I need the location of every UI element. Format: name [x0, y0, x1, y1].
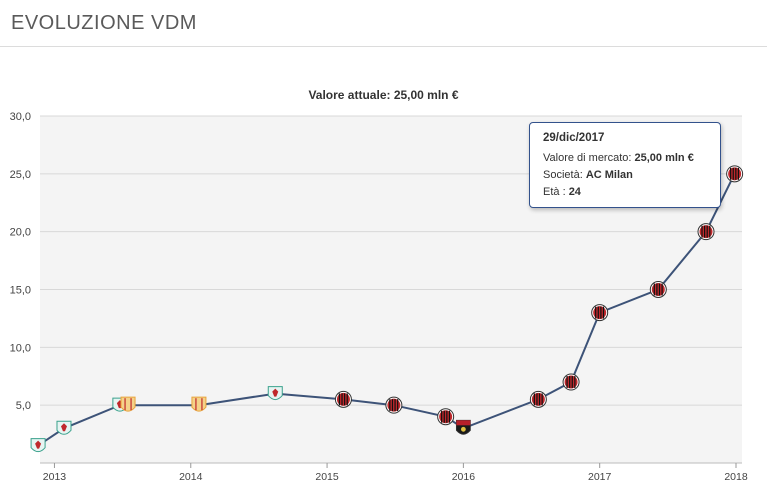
data-point-milan-crest[interactable]: [334, 390, 352, 408]
y-tick-label: 30,0: [10, 111, 31, 123]
x-tick-label: 2016: [452, 471, 476, 483]
data-point-milan-crest[interactable]: [726, 165, 744, 183]
x-tick-label: 2013: [43, 471, 67, 483]
data-point-milan-crest[interactable]: [697, 223, 715, 241]
data-point-milan-crest[interactable]: [385, 396, 403, 414]
x-tick-label: 2017: [588, 471, 612, 483]
tooltip-market-value-row: Valore di mercato: 25,00 mln €: [543, 152, 694, 164]
tooltip-age-row: Età : 24: [543, 186, 581, 198]
data-point-liverpool-crest[interactable]: [56, 420, 72, 435]
data-point-tooltip: 29/dic/2017 Valore di mercato: 25,00 mln…: [529, 122, 721, 208]
y-tick-label: 20,0: [10, 227, 31, 239]
data-point-milan-crest[interactable]: [649, 281, 667, 298]
y-tick-label: 15,0: [10, 285, 31, 297]
section-title: EVOLUZIONE VDM: [11, 12, 197, 34]
y-tick-label: 25,0: [10, 169, 31, 181]
tooltip-club-row: Società: AC Milan: [543, 169, 633, 181]
x-tick-label: 2014: [179, 471, 203, 483]
tooltip-club-label: Società:: [543, 169, 583, 181]
data-point-almeria-crest[interactable]: [120, 396, 136, 412]
data-point-milan-crest[interactable]: [529, 390, 547, 408]
data-point-milan-crest[interactable]: [437, 408, 455, 426]
tooltip-date: 29/dic/2017: [543, 132, 605, 144]
tooltip-age-label: Età :: [543, 186, 566, 198]
data-point-liverpool-crest[interactable]: [267, 386, 283, 401]
x-tick-label: 2018: [724, 471, 748, 483]
tooltip-age: 24: [568, 186, 581, 198]
data-point-almeria-crest[interactable]: [191, 396, 207, 412]
data-point-liverpool-crest[interactable]: [30, 438, 46, 453]
tooltip-market-value: 25,00 mln €: [634, 152, 694, 164]
data-point-genoa-crest[interactable]: [455, 419, 471, 435]
data-point-milan-crest[interactable]: [591, 304, 609, 322]
section-header: EVOLUZIONE VDM: [0, 0, 767, 47]
tooltip-club: AC Milan: [585, 169, 633, 181]
x-tick-label: 2015: [315, 471, 339, 483]
tooltip-market-value-label: Valore di mercato:: [543, 152, 632, 164]
data-point-milan-crest[interactable]: [562, 373, 580, 391]
y-tick-label: 5,0: [16, 400, 31, 412]
y-tick-label: 10,0: [10, 342, 31, 354]
chart-title: Valore attuale: 25,00 mln €: [308, 88, 459, 102]
